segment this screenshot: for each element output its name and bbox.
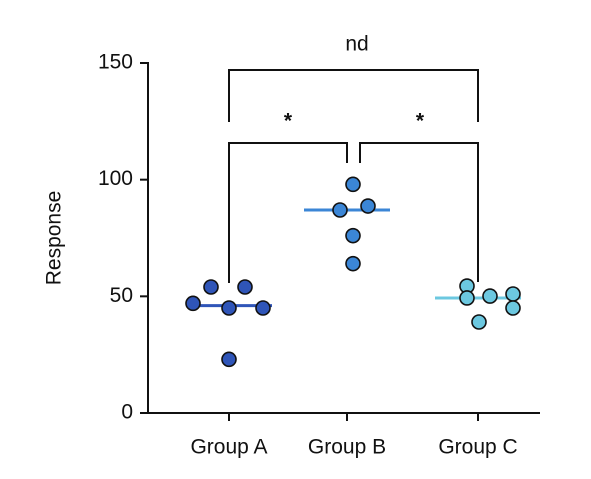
x-tick-label: Group B <box>308 436 386 459</box>
bracket <box>228 142 348 283</box>
data-point <box>255 300 271 316</box>
data-point <box>345 227 361 244</box>
y-axis-label: Response <box>43 191 66 286</box>
data-point <box>505 300 521 316</box>
data-point <box>482 288 498 304</box>
y-tick-label: 100 <box>98 167 133 190</box>
x-tick-label: Group C <box>438 436 517 459</box>
data-point <box>471 314 487 330</box>
data-point <box>221 351 237 368</box>
annotation: nd <box>345 33 368 56</box>
bracket <box>359 142 479 282</box>
y-tick-label: 150 <box>98 51 133 74</box>
bracket <box>228 69 479 122</box>
data-point <box>459 290 475 306</box>
y-tick-label: 50 <box>110 284 133 307</box>
data-point <box>185 295 201 312</box>
data-point <box>345 176 361 193</box>
x-tick-label: Group A <box>190 436 267 459</box>
data-point <box>360 198 376 214</box>
data-point <box>221 300 237 316</box>
data-point <box>345 255 361 272</box>
data-point <box>332 202 348 218</box>
y-tick-label: 0 <box>121 401 133 424</box>
annotation: * <box>284 110 293 133</box>
data-point <box>203 279 219 295</box>
data-point <box>505 286 521 302</box>
annotation: * <box>416 110 425 133</box>
data-point <box>237 279 253 295</box>
